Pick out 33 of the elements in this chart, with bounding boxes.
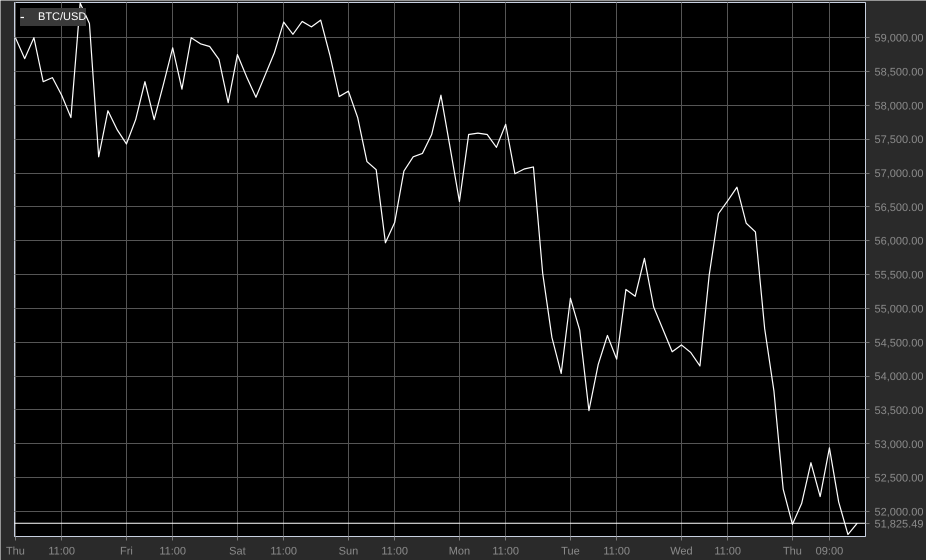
y-tick-label: 59,000.00 xyxy=(874,32,924,45)
x-tick-label: Tue xyxy=(561,546,580,558)
x-tick-label: 11:00 xyxy=(270,546,298,558)
x-tick-label: Sat xyxy=(229,546,246,558)
x-tick-label: 11:00 xyxy=(381,546,408,558)
y-tick-label: 57,000.00 xyxy=(874,168,924,180)
x-tick-label: Wed xyxy=(670,546,693,558)
legend-label: BTC/USD xyxy=(38,11,86,23)
y-tick-label: 54,000.00 xyxy=(874,371,924,384)
y-tick-label: 53,500.00 xyxy=(874,404,924,417)
ref-line-label: 51,825.49 xyxy=(874,518,924,530)
y-tick-label: 56,500.00 xyxy=(874,202,924,214)
x-tick-label: Mon xyxy=(448,546,470,558)
y-tick-label: 58,500.00 xyxy=(874,66,924,79)
y-tick-label: 57,500.00 xyxy=(874,134,924,146)
y-tick-label: 55,500.00 xyxy=(874,270,924,282)
x-tick-label: 11:00 xyxy=(714,546,742,558)
y-tick-label: 58,000.00 xyxy=(874,100,924,112)
x-tick-label: 11:00 xyxy=(159,546,186,558)
x-tick-label: 11:00 xyxy=(48,546,76,558)
x-tick-label: 11:00 xyxy=(603,546,630,558)
y-tick-label: 54,500.00 xyxy=(874,337,924,350)
x-tick-label: 11:00 xyxy=(492,546,520,558)
x-tick-label: 09:00 xyxy=(816,546,844,558)
x-tick-label: Fri xyxy=(120,546,133,558)
y-tick-label: 52,500.00 xyxy=(874,472,924,485)
y-tick-label: 55,000.00 xyxy=(874,303,924,316)
y-tick-label: 56,000.00 xyxy=(874,236,924,248)
x-tick-label: Sun xyxy=(338,546,358,558)
x-tick-label: Thu xyxy=(782,546,802,558)
x-tick-label: Thu xyxy=(6,546,25,558)
y-tick-label: 53,000.00 xyxy=(874,438,924,451)
y-tick-label: 52,000.00 xyxy=(874,506,924,518)
